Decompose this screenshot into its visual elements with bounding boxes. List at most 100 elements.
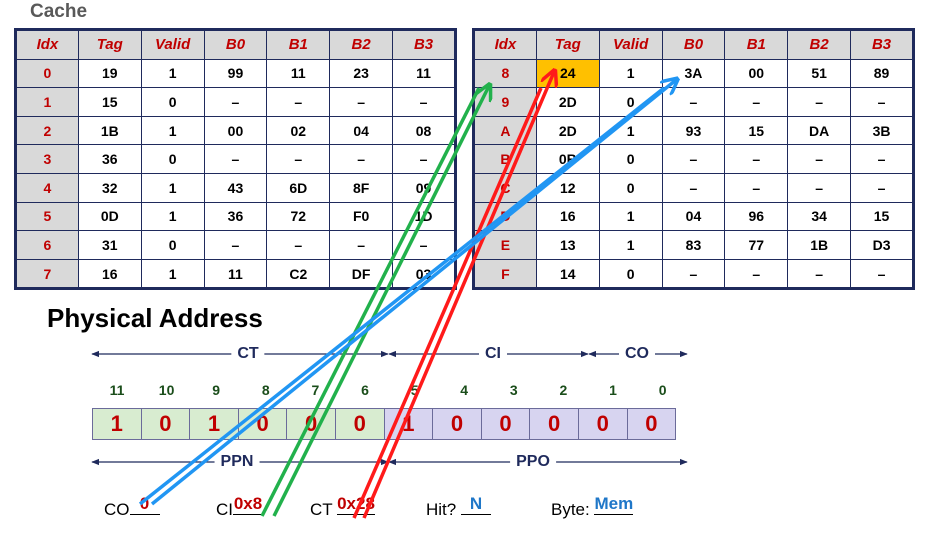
co-answer: CO 0 [104, 494, 160, 521]
hit-answer-label: Hit? [426, 500, 457, 519]
bit-number: 0 [658, 382, 667, 398]
cache-cell-b0: 36 [203, 201, 268, 232]
cache-cell-tag: 32 [77, 172, 142, 203]
ct-label: CT [231, 345, 265, 363]
cache-cell-b0: – [203, 87, 268, 117]
cache-cell-b1: – [266, 87, 331, 117]
cache-cell-b2: F0 [329, 201, 394, 232]
header-row: Idx Tag Valid B0 B1 B2 B3 [473, 29, 914, 60]
cache-cell-b0: – [661, 258, 726, 290]
cache-cell-b3: – [850, 87, 914, 117]
bit-number: 7 [311, 382, 320, 398]
row-index: 5 [15, 201, 79, 232]
cache-cell-valid: 0 [140, 230, 205, 260]
cache-cell-b0: 93 [661, 115, 726, 146]
cache-cell-b0: 43 [203, 172, 268, 203]
cache-cell-b3: – [392, 87, 456, 117]
address-bit: 0 [626, 408, 677, 440]
cache-row: 4 32 1 43 6D 8F 09 [15, 172, 456, 203]
cache-cell-valid: 0 [140, 87, 205, 117]
blue-co-arrow [138, 80, 676, 506]
column-header-valid: Valid [140, 29, 205, 60]
cache-cell-b2: 23 [329, 58, 394, 89]
co-answer-value: 0 [129, 494, 160, 515]
column-header-b2: B2 [329, 29, 394, 60]
cache-cell-b1: 00 [724, 58, 789, 89]
address-bit: 0 [480, 408, 531, 440]
bit-number: 11 [109, 382, 125, 398]
cache-cell-valid: 1 [140, 258, 205, 290]
cache-cell-valid: 0 [598, 172, 663, 203]
cache-cell-b3: 15 [850, 201, 914, 232]
cache-cell-b1: 15 [724, 115, 789, 146]
column-header-b3: B3 [850, 29, 914, 60]
physical-address-title: Physical Address [47, 303, 263, 333]
cache-table-left: Idx Tag Valid B0 B1 B2 B3 0 19 1 99 11 23 11 1 15 0– – – –2… [14, 28, 457, 291]
column-header-idx: Idx [473, 29, 537, 60]
cache-cell-b1: – [266, 144, 331, 174]
bit-number: 6 [361, 382, 369, 398]
cache-cell-valid: 1 [140, 58, 205, 89]
cache-cell-b2: – [329, 144, 394, 174]
cache-row: A 2D 1 93 15 DA 3B [473, 115, 914, 146]
column-header-valid: Valid [598, 29, 663, 60]
cache-cell-b3: – [850, 172, 914, 203]
byte-answer-value: Mem [594, 494, 634, 515]
bit-number: 4 [460, 382, 469, 398]
co-answer-label: CO [104, 500, 130, 519]
column-header-b2: B2 [787, 29, 852, 60]
address-bit: 0 [529, 408, 579, 440]
row-index: 3 [15, 144, 79, 174]
hit-answer: Hit? N [426, 494, 491, 521]
cache-cell-valid: 0 [598, 144, 663, 174]
cache-cell-b2: – [787, 258, 852, 290]
column-header-idx: Idx [15, 29, 79, 60]
cache-cell-b0: – [203, 144, 268, 174]
cache-cell-b3: 08 [392, 115, 456, 146]
address-bit: 1 [92, 408, 142, 440]
cache-cell-tag: 16 [77, 258, 142, 290]
cache-cell-valid: 0 [598, 258, 663, 290]
ci-answer-value: 0x8 [233, 494, 263, 515]
cache-row: 2 1B 1 00 02 04 08 [15, 115, 456, 146]
co-label: CO [619, 345, 655, 363]
ci-answer: CI0x8 [216, 494, 263, 521]
address-bit: 0 [140, 408, 191, 440]
cache-cell-b0: 99 [203, 58, 268, 89]
cache-cell-tag: 13 [535, 230, 600, 260]
bit-number: 2 [559, 382, 568, 398]
cache-cell-b2: – [787, 172, 852, 203]
cache-cell-tag: 31 [77, 230, 142, 260]
cache-cell-tag: 15 [77, 87, 142, 117]
column-header-b0: B0 [203, 29, 268, 60]
bit-number: 10 [158, 382, 175, 398]
cache-cell-valid: 1 [598, 201, 663, 232]
cache-cell-b3: – [850, 258, 914, 290]
column-header-tag: Tag [77, 29, 142, 60]
column-header-b0: B0 [661, 29, 726, 60]
address-bit: 0 [286, 408, 336, 440]
cache-cell-b2: – [787, 87, 852, 117]
address-bit: 0 [334, 408, 385, 440]
bit-number: 1 [609, 382, 617, 398]
cache-row: 7 16 1 11 C2 DF 03 [15, 258, 456, 290]
cache-cell-tag: 14 [535, 258, 600, 290]
column-header-tag: Tag [535, 29, 600, 60]
header-row: Idx Tag Valid B0 B1 B2 B3 [15, 29, 456, 60]
bit-number: 3 [509, 382, 518, 398]
row-index: 1 [15, 87, 79, 117]
row-index: 0 [15, 58, 79, 89]
bit-number: 9 [212, 382, 221, 398]
address-bit: 0 [577, 408, 628, 440]
cache-cell-b1: 77 [724, 230, 789, 260]
cache-cell-tag: 2D [535, 115, 600, 146]
cache-cell-b1: 11 [266, 58, 331, 89]
cache-row: 3 36 0– – – – [15, 144, 456, 174]
cache-cell-b2: – [329, 87, 394, 117]
cache-cell-b1: C2 [266, 258, 331, 290]
cache-cell-b2: DF [329, 258, 394, 290]
ci-answer-label: CI [216, 500, 233, 519]
cache-cell-b0: – [203, 230, 268, 260]
